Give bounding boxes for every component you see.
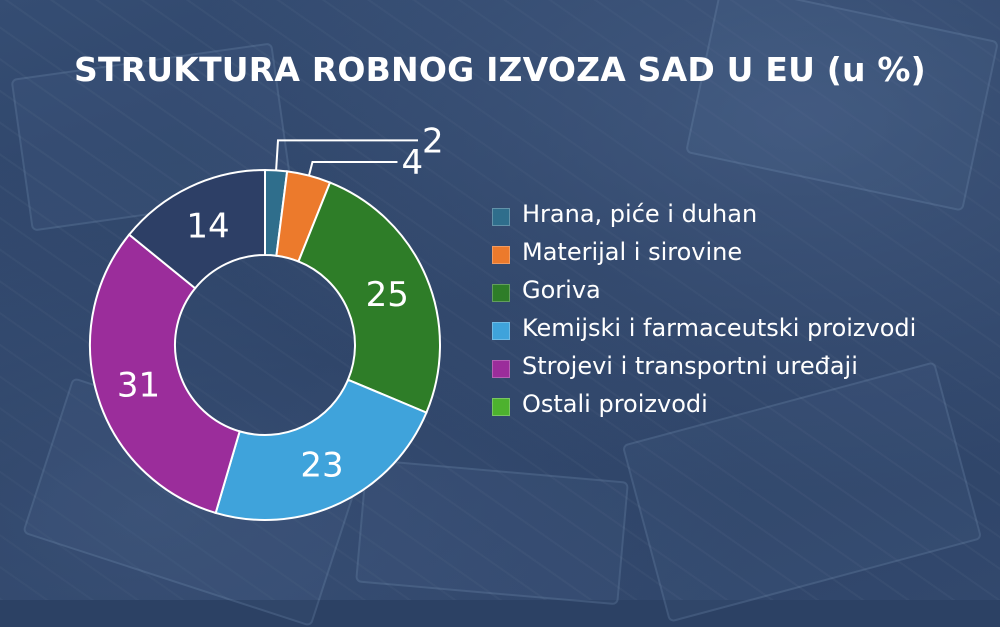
- legend-swatch: [492, 284, 510, 302]
- donut-chart: 24 25 23 31 14: [89, 121, 444, 521]
- slice-value-label: 14: [186, 206, 229, 246]
- legend-item: Materijal i sirovine: [492, 238, 962, 266]
- legend-swatch: [492, 398, 510, 416]
- legend-swatch: [492, 360, 510, 378]
- legend-swatch: [492, 246, 510, 264]
- leader-line: [307, 161, 398, 176]
- slice-value-label: 23: [300, 446, 343, 486]
- legend-item: Strojevi i transportni uređaji: [492, 352, 962, 380]
- donut-slice: [297, 181, 441, 414]
- slice-value-label: 25: [366, 275, 409, 315]
- slice-value-label: 4: [401, 143, 423, 183]
- donut-slice: [214, 378, 428, 521]
- slice-value-label: 2: [422, 121, 444, 161]
- legend-swatch: [492, 208, 510, 226]
- legend-item: Ostali proizvodi: [492, 390, 962, 418]
- donut-slice: [127, 168, 266, 290]
- legend-swatch: [492, 322, 510, 340]
- leader-line: [275, 139, 419, 171]
- legend-label: Hrana, piće i duhan: [522, 200, 758, 228]
- legend-label: Ostali proizvodi: [522, 390, 708, 418]
- legend-item: Kemijski i farmaceutski proizvodi: [492, 314, 962, 342]
- legend-item: Hrana, piće i duhan: [492, 200, 962, 228]
- chart-title: STRUKTURA ROBNOG IZVOZA SAD U EU (u %): [74, 50, 926, 89]
- slice-value-label: 31: [117, 365, 160, 405]
- chart-legend: Hrana, piće i duhan Materijal i sirovine G…: [492, 200, 962, 428]
- legend-label: Goriva: [522, 276, 601, 304]
- legend-label: Materijal i sirovine: [522, 238, 743, 266]
- donut-slice: [89, 233, 241, 515]
- legend-label: Kemijski i farmaceutski proizvodi: [522, 314, 917, 342]
- legend-label: Strojevi i transportni uređaji: [522, 352, 858, 380]
- legend-item: Goriva: [492, 276, 962, 304]
